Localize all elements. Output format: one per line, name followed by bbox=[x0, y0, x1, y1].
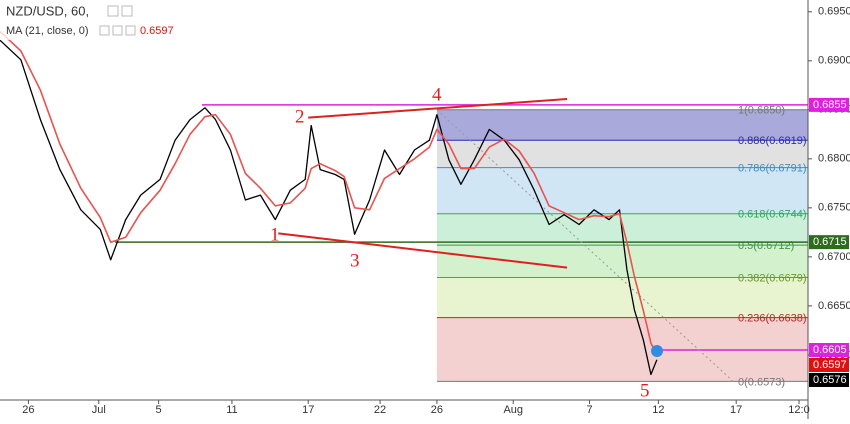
fib-band bbox=[436, 167, 808, 214]
x-tick-label: 11 bbox=[226, 404, 237, 416]
symbol-title: NZD/USD, 60, bbox=[6, 3, 89, 18]
icon-settings[interactable] bbox=[121, 5, 133, 17]
wave-label: 4 bbox=[432, 84, 442, 105]
price-badge-label: 0.6605 bbox=[813, 344, 847, 356]
fib-band bbox=[436, 277, 808, 318]
x-tick-label: Jul bbox=[92, 404, 106, 416]
fib-band bbox=[436, 140, 808, 168]
price-badge-label: 0.6576 bbox=[813, 374, 847, 386]
icon-eye[interactable] bbox=[99, 25, 110, 36]
y-tick-label: 0.6900 bbox=[818, 55, 850, 67]
price-badge bbox=[809, 235, 849, 250]
x-tick-label: 26 bbox=[22, 404, 34, 416]
price-line bbox=[0, 39, 658, 376]
x-tick-label: 22 bbox=[374, 404, 386, 416]
icon-close[interactable] bbox=[125, 25, 136, 36]
trend-line bbox=[278, 232, 568, 269]
fib-level-label: 0.786(0.6791) bbox=[738, 163, 807, 175]
wave-label: 3 bbox=[350, 250, 360, 271]
x-tick-label: Aug bbox=[503, 404, 523, 416]
x-tick-label: 12 bbox=[652, 404, 664, 416]
indicator-value: 0.6597 bbox=[140, 25, 174, 37]
fib-level-label: 0.236(0.6638) bbox=[738, 313, 807, 325]
trend-line bbox=[308, 98, 568, 119]
price-badge bbox=[809, 343, 849, 357]
fib-level-label: 0.886(0.6819) bbox=[738, 135, 807, 147]
y-tick-label: 0.6800 bbox=[818, 153, 850, 165]
fib-band bbox=[436, 245, 808, 278]
wave-label: 1 bbox=[270, 224, 280, 245]
icon-eye[interactable] bbox=[107, 5, 119, 17]
price-badge-label: 0.6715 bbox=[813, 236, 847, 248]
price-badge bbox=[809, 358, 849, 372]
x-tick-label: 7 bbox=[586, 404, 592, 416]
legend-backdrop bbox=[0, 0, 240, 40]
projection-line bbox=[436, 109, 734, 382]
price-badge bbox=[809, 373, 849, 387]
wave-label: 2 bbox=[295, 106, 305, 127]
y-tick-label: 0.6750 bbox=[818, 202, 850, 214]
fib-level-label: 1(0.6850) bbox=[738, 105, 785, 117]
x-tick-label: 5 bbox=[156, 404, 162, 416]
icon-settings[interactable] bbox=[112, 25, 123, 36]
x-tick-label: 12:0 bbox=[788, 404, 809, 416]
price-badge-label: 0.6597 bbox=[813, 359, 847, 371]
plot-area: 1(0.6850) 0.886(0.6819) 0.786(0.6791) 0.618… bbox=[0, 30, 808, 388]
price-badge bbox=[809, 97, 849, 112]
x-tick-label: 17 bbox=[302, 404, 314, 416]
indicator-name: MA (21, close, 0) bbox=[6, 25, 89, 37]
fib-level-label: 0(0.6573) bbox=[738, 376, 785, 388]
fib-level-label: 0.5(0.6712) bbox=[738, 240, 794, 252]
fib-level-label: 0.382(0.6679) bbox=[738, 272, 807, 284]
marker-p[interactable] bbox=[651, 345, 663, 357]
x-tick-label: 26 bbox=[431, 404, 443, 416]
fib-level-label: 0.618(0.6744) bbox=[738, 209, 807, 221]
x-tick-label: 17 bbox=[730, 404, 742, 416]
y-tick-label: 0.6950 bbox=[818, 6, 850, 18]
ma-line bbox=[0, 30, 658, 356]
y-tick-label: 0.6650 bbox=[818, 300, 850, 312]
price-badge-label: 0.6855 bbox=[813, 99, 847, 111]
fib-band bbox=[436, 109, 808, 141]
wave-label: 5 bbox=[640, 380, 650, 401]
y-tick-label: 0.6700 bbox=[818, 251, 850, 263]
